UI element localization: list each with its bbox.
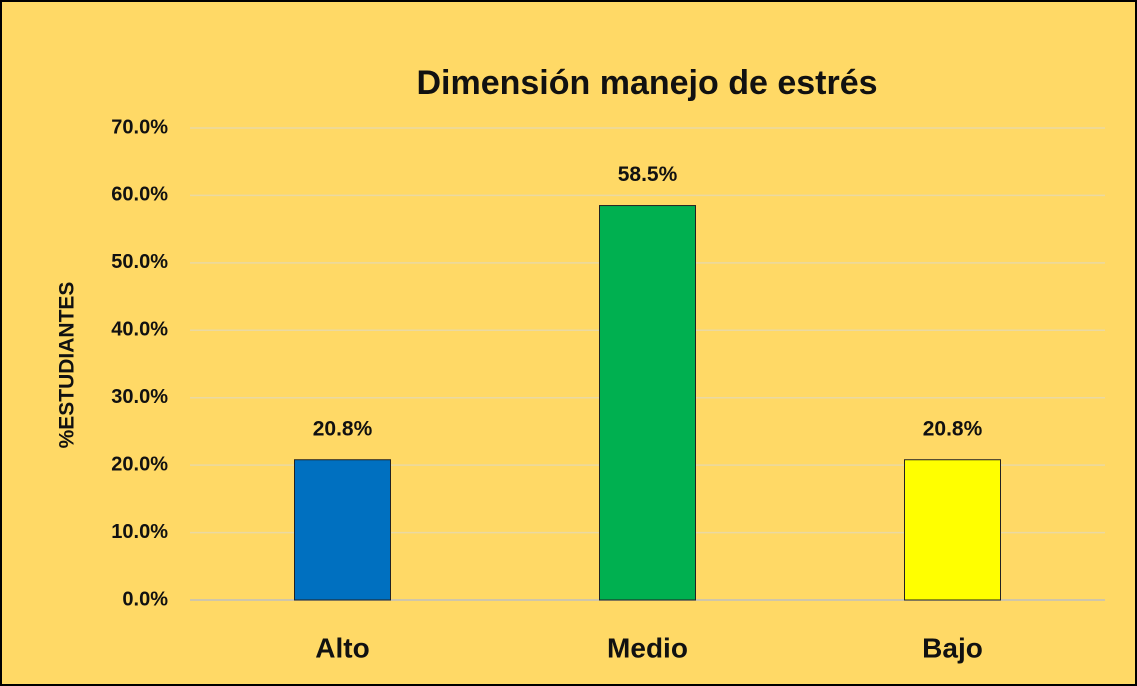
data-label: 58.5% (618, 163, 678, 186)
x-tick-label: Medio (607, 632, 688, 663)
chart-title: Dimensión manejo de estrés (416, 64, 877, 102)
bar (599, 205, 696, 601)
y-tick-label: 60.0% (111, 184, 168, 206)
y-axis-label: %ESTUDIANTES (56, 282, 79, 449)
data-label: 20.8% (923, 417, 983, 440)
y-tick-label: 20.0% (111, 453, 168, 475)
x-tick-label: Bajo (922, 632, 983, 663)
y-tick-label: 30.0% (111, 386, 168, 408)
y-tick-label: 0.0% (122, 588, 168, 610)
data-label: 20.8% (313, 417, 373, 440)
y-tick-label: 10.0% (111, 521, 168, 543)
bar (294, 459, 391, 601)
y-tick-label: 40.0% (111, 319, 168, 341)
y-tick-label: 70.0% (111, 116, 168, 138)
y-tick-label: 50.0% (111, 251, 168, 273)
x-tick-label: Alto (315, 632, 369, 663)
bar (904, 459, 1001, 601)
